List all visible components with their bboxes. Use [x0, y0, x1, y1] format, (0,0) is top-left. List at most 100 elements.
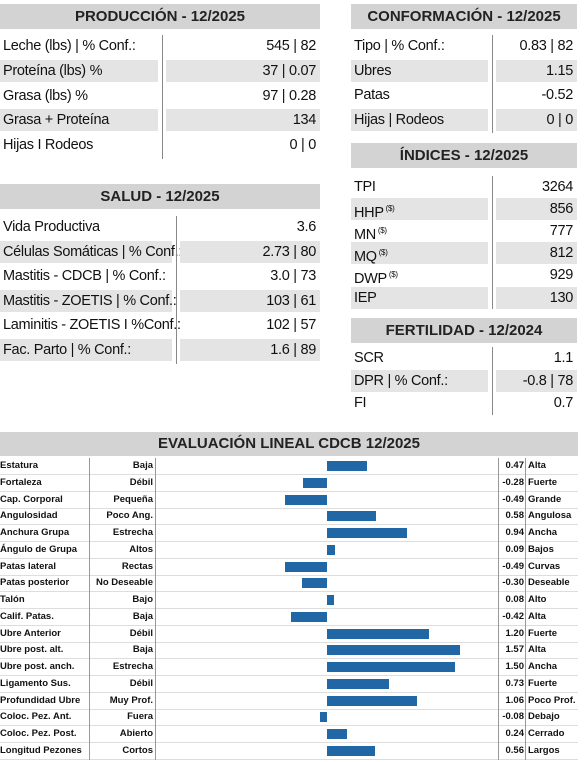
row-label: Hijas I Rodeos: [0, 134, 158, 156]
label-text: Células Somáticas | % Conf.:: [3, 243, 183, 260]
section-header: EVALUACIÓN LINEAL CDCB 12/2025: [0, 432, 578, 456]
bar: [327, 645, 461, 656]
value-label: 0.73: [505, 677, 525, 689]
row-line: [0, 742, 578, 743]
high-label: Fuerte: [528, 627, 558, 639]
low-label: Abierto: [119, 728, 153, 739]
row-value: 0.7: [553, 395, 574, 411]
row-value: -0.52: [541, 87, 573, 104]
bar: [327, 595, 334, 605]
trait-name: Coloc. Pez. Post.: [0, 728, 77, 739]
trait-name: Ubre Anterior: [0, 627, 61, 639]
trait-name: Talón: [0, 594, 25, 605]
row-label: SCR: [351, 347, 488, 369]
label-text: MN: [354, 227, 376, 244]
row-line: [0, 708, 578, 710]
trait-name: Patas lateral: [0, 560, 56, 572]
row-value: 2.73 | 80: [180, 240, 320, 263]
low-label: Pequeña: [113, 493, 153, 505]
label-text: Mastitis - CDCB | % Conf.:: [3, 268, 166, 285]
high-label: Fuerte: [528, 476, 558, 488]
row-line: [0, 524, 578, 526]
row-line: [0, 691, 578, 693]
trait-name: Ligamento Sus.: [0, 677, 71, 689]
row-value: 545 | 82: [266, 38, 316, 54]
row-label: Leche (lbs) | % Conf.:: [0, 35, 158, 57]
bar: [327, 628, 429, 639]
row-line: [0, 591, 578, 593]
row-label: Grasa (lbs) %: [0, 85, 158, 107]
row-value: 929: [549, 267, 574, 284]
label-text: IEP: [354, 289, 377, 306]
row-label: MN ($): [351, 220, 488, 244]
high-label: Ancha: [528, 527, 558, 538]
label-text: Hijas | Rodeos: [354, 111, 444, 128]
bar: [327, 511, 377, 522]
value-label: -0.49: [502, 493, 524, 505]
high-label: Alta: [528, 610, 546, 622]
superscript: ($): [375, 226, 387, 236]
row-value: 3.6: [296, 219, 317, 235]
bar: [327, 745, 375, 756]
row-line: [0, 624, 578, 626]
row-label: Células Somáticas | % Conf.:: [0, 240, 182, 263]
row-label: IEP: [351, 286, 488, 309]
row-label: DPR | % Conf.:: [351, 369, 488, 392]
value-label: 0.08: [505, 594, 525, 605]
row-value: 0.83 | 82: [519, 38, 574, 54]
low-label: Bajo: [132, 594, 153, 605]
column-divider: [498, 458, 499, 760]
row-value: 3.0 | 73: [270, 268, 316, 285]
label-text: SCR: [354, 350, 384, 366]
section-header: CONFORMACIÓN - 12/2025: [351, 4, 577, 29]
trait-name: Estatura: [0, 460, 39, 471]
bar: [291, 611, 327, 622]
low-label: Baja: [132, 644, 153, 656]
bar: [327, 461, 367, 471]
row-value: 0 | 0: [289, 137, 317, 154]
section-header: FERTILIDAD - 12/2024: [351, 318, 577, 343]
trait-name: Coloc. Pez. Ant.: [0, 711, 72, 723]
row-label: Mastitis - ZOETIS | % Conf.:: [0, 289, 177, 312]
high-label: Bajos: [528, 543, 554, 555]
value-label: 0.24: [505, 728, 525, 739]
divider: [492, 35, 493, 134]
row-line: [0, 725, 578, 727]
label-text: Ubres: [354, 62, 392, 79]
row-line: [0, 675, 578, 676]
row-label: DWP ($): [351, 264, 488, 287]
row-label: FI: [351, 392, 488, 414]
bar: [327, 695, 418, 706]
row-label: Grasa + Proteína: [0, 109, 158, 132]
row-value: 856: [496, 198, 577, 221]
value-label: 0.09: [505, 543, 525, 555]
high-label: Largos: [528, 744, 560, 756]
column-divider: [155, 458, 156, 760]
high-label: Poco Prof.: [528, 694, 576, 706]
row-value: 3264: [541, 179, 573, 195]
value-label: -0.30: [502, 577, 524, 589]
row-label: Hijas | Rodeos: [351, 108, 488, 131]
value-label: 0.58: [505, 510, 525, 522]
trait-name: Longitud Pezones: [0, 744, 82, 756]
row-line: [0, 507, 578, 509]
row-value: 1.6 | 89: [180, 339, 320, 361]
bar: [327, 544, 335, 555]
low-label: Baja: [132, 610, 153, 622]
bar: [301, 578, 327, 589]
row-line: [0, 541, 578, 542]
row-label: MQ ($): [351, 242, 488, 266]
bar: [327, 528, 407, 538]
row-label: Proteína (lbs) %: [0, 59, 158, 82]
value-label: 0.56: [505, 744, 525, 756]
row-label: Vida Productiva: [0, 216, 172, 238]
label-text: Fac. Parto | % Conf.:: [3, 342, 132, 358]
label-text: MQ: [354, 249, 377, 266]
divider: [162, 35, 163, 159]
trait-name: Angulosidad: [0, 510, 58, 522]
high-label: Fuerte: [528, 677, 558, 689]
row-line: [0, 474, 578, 475]
label-text: Laminitis - ZOETIS I %Conf.:: [3, 317, 181, 334]
trait-name: Ángulo de Grupa: [0, 543, 78, 555]
value-label: -0.28: [502, 476, 524, 488]
